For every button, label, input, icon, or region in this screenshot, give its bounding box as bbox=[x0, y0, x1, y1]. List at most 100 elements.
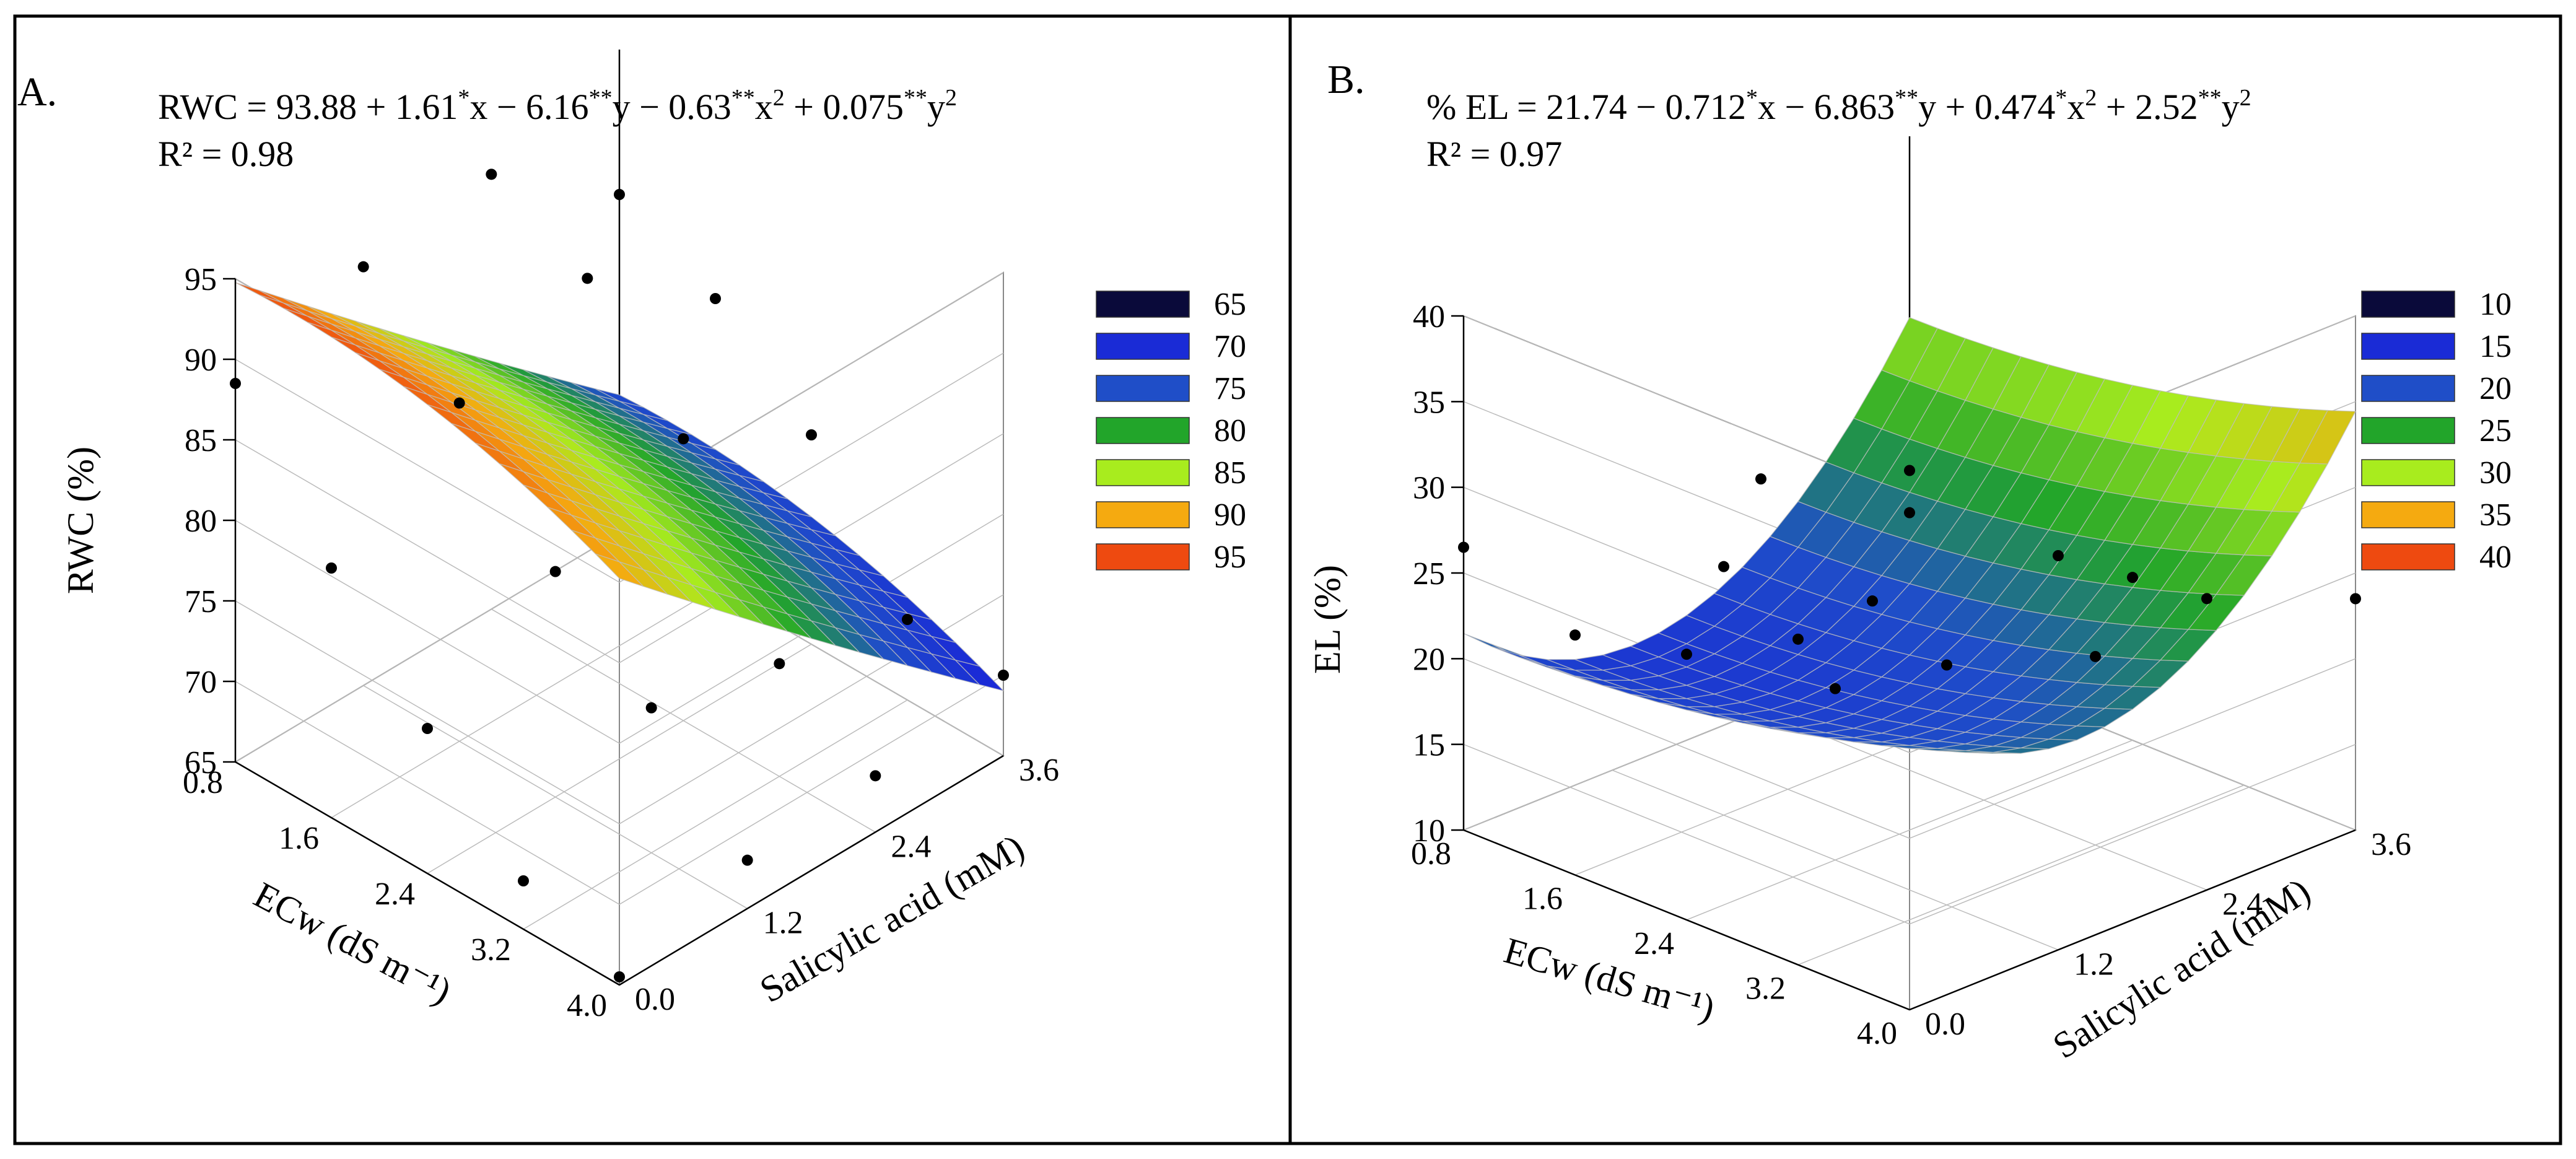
legend-label: 20 bbox=[2479, 371, 2512, 406]
ecw-tick-label: 4.0 bbox=[567, 988, 607, 1023]
z-tick-label: 75 bbox=[185, 584, 217, 619]
z-tick-label: 25 bbox=[1413, 556, 1445, 592]
chart-equation: RWC = 93.88 + 1.61*x − 6.16**y − 0.63**x… bbox=[158, 85, 957, 127]
outer-border bbox=[13, 14, 2562, 1145]
legend-label: 90 bbox=[1214, 497, 1246, 533]
floor-gridline bbox=[523, 699, 908, 930]
floor-gridline bbox=[1612, 769, 2059, 951]
observed-point bbox=[326, 562, 337, 574]
observed-point bbox=[2127, 572, 2138, 584]
axis-ticks: 65 70 75 80 85 90 95 0.8 1.6 2.4 3.2 4.0 0.0 1.2 2.4 3.… bbox=[183, 262, 1059, 1023]
observed-point bbox=[1941, 659, 1952, 671]
floor-gridline bbox=[1797, 784, 2245, 966]
z-tick-label: 65 bbox=[185, 745, 217, 781]
observed-point bbox=[2090, 650, 2101, 662]
observed-point bbox=[741, 854, 753, 866]
surface-patch bbox=[1881, 317, 1938, 382]
legend-swatch bbox=[1096, 417, 1190, 444]
legend: 10 15 20 25 30 35 40 bbox=[2361, 287, 2512, 575]
ecw-tick-label: 2.4 bbox=[1634, 926, 1674, 961]
floor-gridline bbox=[363, 685, 748, 909]
legend-swatch bbox=[2361, 501, 2455, 528]
sa-tick-label: 1.2 bbox=[2074, 947, 2114, 982]
wall-gridline bbox=[1463, 743, 1910, 925]
sa-tick-label: 2.4 bbox=[891, 829, 931, 864]
z-tick-label: 30 bbox=[1413, 471, 1445, 506]
observed-point bbox=[870, 770, 881, 782]
z-tick-label: 40 bbox=[1413, 299, 1445, 335]
ecw-tick-label: 1.6 bbox=[1522, 881, 1563, 917]
wall-gridline bbox=[235, 681, 620, 905]
observed-point bbox=[902, 614, 913, 625]
legend-swatch bbox=[1096, 291, 1190, 318]
observed-point bbox=[614, 971, 625, 982]
z-axis-title: EL (%) bbox=[1307, 565, 1348, 674]
x-axis-title: ECw (dS m⁻¹) bbox=[248, 874, 458, 1012]
r-squared: R² = 0.98 bbox=[158, 134, 294, 174]
x-axis-title: ECw (dS m⁻¹) bbox=[1500, 930, 1719, 1029]
ecw-tick-label: 0.8 bbox=[183, 765, 223, 800]
observed-point bbox=[422, 723, 433, 734]
panel-label: B. bbox=[1327, 57, 1365, 102]
floor-gridline bbox=[331, 588, 716, 818]
ecw-axis-line bbox=[235, 761, 620, 986]
z-tick-label: 20 bbox=[1413, 642, 1445, 677]
floor-gridline bbox=[427, 644, 812, 874]
wall-gridline bbox=[1463, 658, 1910, 839]
legend-swatch bbox=[2361, 417, 2455, 444]
chart-panel-b: B. % EL = 21.74 − 0.712*x − 6.863**y + 0… bbox=[1307, 57, 2512, 1067]
observed-point bbox=[1718, 561, 1729, 572]
observed-point bbox=[806, 429, 817, 440]
observed-point bbox=[453, 397, 465, 409]
observed-points bbox=[1458, 465, 2361, 694]
panel-label: A. bbox=[17, 69, 57, 115]
z-tick-label: 15 bbox=[1413, 728, 1445, 763]
legend-label: 15 bbox=[2479, 329, 2512, 364]
legend-label: 70 bbox=[1214, 329, 1246, 364]
observed-point bbox=[518, 875, 529, 886]
observed-point bbox=[1681, 649, 1692, 660]
observed-point bbox=[645, 702, 657, 714]
legend-swatch bbox=[1096, 375, 1190, 402]
wall-gridline bbox=[235, 439, 620, 663]
ecw-tick-label: 0.8 bbox=[1411, 836, 1451, 872]
wall-gridline bbox=[235, 520, 620, 744]
z-tick-label: 90 bbox=[185, 343, 217, 378]
z-axis-title: RWC (%) bbox=[60, 447, 101, 594]
legend-swatch bbox=[1096, 501, 1190, 528]
legend-swatch bbox=[2361, 333, 2455, 360]
legend-label: 25 bbox=[2479, 413, 2512, 448]
floor-gridline bbox=[491, 608, 876, 833]
z-tick-label: 95 bbox=[185, 262, 217, 297]
z-tick-label: 10 bbox=[1413, 813, 1445, 849]
chart-equation: % EL = 21.74 − 0.712*x − 6.863**y + 0.47… bbox=[1426, 85, 2251, 127]
observed-point bbox=[678, 433, 689, 445]
observed-point bbox=[582, 273, 593, 284]
wall-gridline bbox=[235, 600, 620, 824]
legend-swatch bbox=[1096, 333, 1190, 360]
observed-point bbox=[1792, 633, 1804, 645]
observed-point bbox=[774, 658, 785, 670]
legend: 65 70 75 80 85 90 95 bbox=[1096, 287, 1246, 575]
legend-label: 80 bbox=[1214, 413, 1246, 448]
legend-label: 40 bbox=[2479, 540, 2512, 575]
legend-label: 65 bbox=[1214, 287, 1246, 322]
legend-swatch bbox=[2361, 291, 2455, 318]
observed-point bbox=[2053, 550, 2064, 561]
z-tick-label: 35 bbox=[1413, 385, 1445, 420]
observed-point bbox=[1904, 507, 1915, 518]
surface-patch bbox=[235, 282, 284, 304]
observed-point bbox=[549, 566, 561, 577]
sa-tick-label: 1.2 bbox=[763, 906, 803, 941]
observed-point bbox=[357, 261, 369, 273]
legend-label: 10 bbox=[2479, 287, 2512, 322]
floor-gridline bbox=[1760, 709, 2207, 891]
observed-point bbox=[710, 293, 721, 304]
surface-patch bbox=[595, 388, 644, 408]
floor-gridline bbox=[1686, 740, 2133, 921]
wall-gridline bbox=[235, 359, 620, 583]
ecw-tick-label: 4.0 bbox=[1857, 1016, 1897, 1051]
observed-point bbox=[1867, 595, 1878, 607]
ecw-tick-label: 3.2 bbox=[1745, 971, 1786, 1007]
